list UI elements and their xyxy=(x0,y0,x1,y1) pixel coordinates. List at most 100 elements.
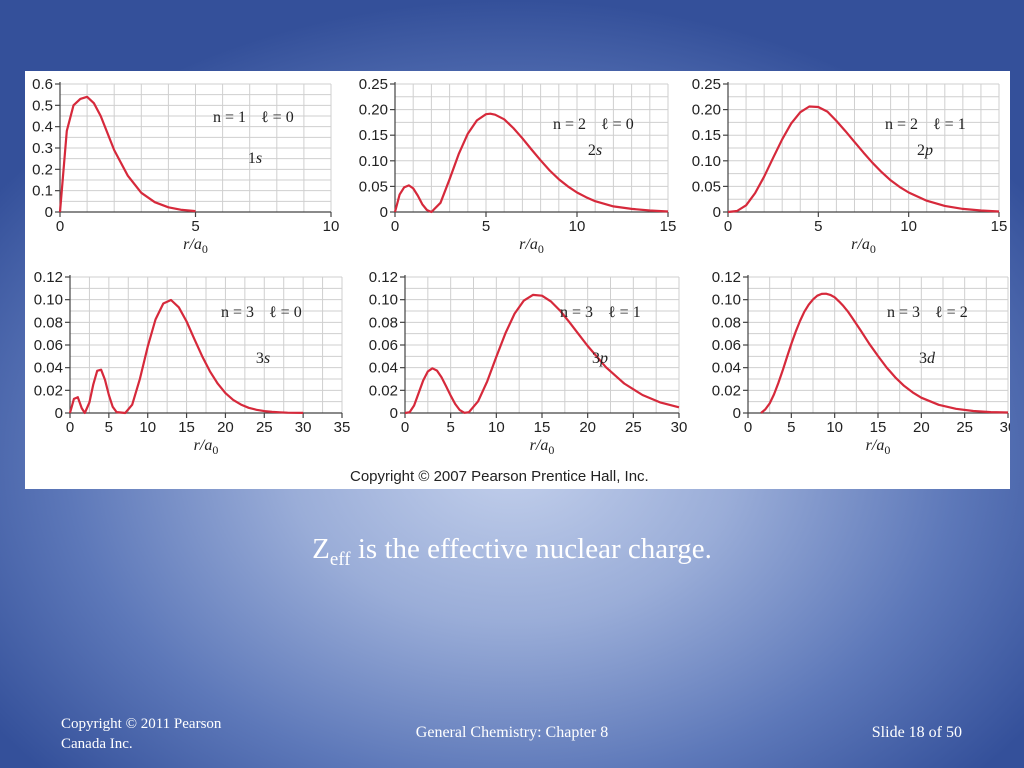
x-tick-label: 10 xyxy=(139,419,156,436)
x-tick-label: 15 xyxy=(991,218,1008,235)
x-axis-label: r/a0 xyxy=(194,437,219,457)
quantum-number-l: ℓ = 0 xyxy=(269,304,302,321)
x-axis-label: r/a0 xyxy=(519,236,544,256)
y-tick-label: 0.06 xyxy=(712,337,741,354)
x-tick-label: 30 xyxy=(1000,419,1010,436)
distribution-curve xyxy=(760,292,1009,414)
y-tick-label: 0 xyxy=(390,405,398,422)
y-tick-label: 0.02 xyxy=(712,382,741,399)
y-tick-label: 0.1 xyxy=(32,183,53,200)
y-tick-label: 0 xyxy=(55,405,63,422)
panel-3d: 0 0.02 0.04 0.06 0.08 0.10 0.12 0 5 10 15 20 25 30 r/a… xyxy=(712,269,1010,457)
x-tick-label: 15 xyxy=(870,419,887,436)
panel-3s: 0 0.02 0.04 0.06 0.08 0.10 0.12 0 5 10 15 20 25 30 35 r… xyxy=(34,269,351,457)
quantum-number-l: ℓ = 0 xyxy=(261,109,294,126)
x-tick-label: 25 xyxy=(256,419,273,436)
x-tick-label: 20 xyxy=(913,419,930,436)
caption-text: is the effective nuclear charge. xyxy=(350,533,712,565)
x-tick-label: 5 xyxy=(191,218,199,235)
y-tick-label: 0.08 xyxy=(712,314,741,331)
x-tick-label: 0 xyxy=(744,419,752,436)
orbital-label: 3d xyxy=(919,350,936,367)
quantum-number-l: ℓ = 0 xyxy=(601,116,634,133)
y-tick-label: 0.20 xyxy=(692,102,721,119)
footer-copyright: Copyright © 2011 Pearson Canada Inc. xyxy=(61,716,222,752)
x-axis-label: r/a0 xyxy=(183,236,208,256)
y-tick-label: 0.02 xyxy=(34,382,63,399)
y-tick-label: 0.08 xyxy=(34,314,63,331)
footer-chapter: General Chemistry: Chapter 8 xyxy=(415,724,609,741)
x-tick-label: 30 xyxy=(671,419,688,436)
x-tick-label: 20 xyxy=(579,419,596,436)
x-tick-label: 5 xyxy=(787,419,795,436)
x-tick-label: 25 xyxy=(625,419,642,436)
y-tick-label: 0.4 xyxy=(32,119,53,136)
x-axis-label: r/a0 xyxy=(851,236,876,256)
y-tick-label: 0.05 xyxy=(359,178,388,195)
x-tick-label: 0 xyxy=(391,218,399,235)
x-axis-label: r/a0 xyxy=(866,437,891,457)
panel-2s: 0 0.05 0.10 0.15 0.20 0.25 0 5 10 15 r/a0 n = 2 ℓ = … xyxy=(359,76,677,256)
y-tick-label: 0.02 xyxy=(369,382,398,399)
y-tick-label: 0.06 xyxy=(369,337,398,354)
x-tick-label: 35 xyxy=(334,419,351,436)
distribution-curve xyxy=(58,95,196,213)
y-tick-label: 0.2 xyxy=(32,161,53,178)
quantum-number-n: n = 2 xyxy=(885,116,918,133)
orbital-label: 3s xyxy=(256,350,270,367)
quantum-number-n: n = 3 xyxy=(221,304,254,321)
distribution-curve xyxy=(727,105,1000,214)
orbital-label: 1s xyxy=(248,150,262,167)
y-tick-label: 0.04 xyxy=(369,360,398,377)
figure-copyright: Copyright © 2007 Pearson Prentice Hall, … xyxy=(350,468,649,485)
y-tick-label: 0.12 xyxy=(34,269,63,286)
y-tick-label: 0.12 xyxy=(369,269,398,286)
x-tick-label: 5 xyxy=(482,218,490,235)
y-tick-label: 0 xyxy=(45,204,53,221)
orbital-label: 2s xyxy=(588,142,602,159)
slide-caption: Zeff is the effective nuclear charge. xyxy=(0,533,1024,571)
distribution-curve xyxy=(68,298,304,415)
y-tick-label: 0.5 xyxy=(32,97,53,114)
quantum-number-n: n = 3 xyxy=(887,304,920,321)
y-tick-label: 0.04 xyxy=(712,360,741,377)
x-tick-label: 0 xyxy=(66,419,74,436)
y-tick-label: 0.10 xyxy=(34,292,63,309)
x-tick-label: 10 xyxy=(826,419,843,436)
x-tick-label: 10 xyxy=(569,218,586,235)
y-tick-label: 0.10 xyxy=(712,292,741,309)
quantum-number-l: ℓ = 2 xyxy=(935,304,968,321)
x-tick-label: 10 xyxy=(323,218,340,235)
x-tick-label: 15 xyxy=(660,218,677,235)
radial-distribution-plots: Copyright © 2007 Pearson Prentice Hall, … xyxy=(32,76,1010,485)
quantum-number-l: ℓ = 1 xyxy=(933,116,966,133)
panel-1s: 0 0.1 0.2 0.3 0.4 0.5 0.6 0 5 10 r/a0 n = 1 ℓ = 0 1s xyxy=(32,76,339,256)
y-tick-label: 0.10 xyxy=(692,153,721,170)
x-tick-label: 0 xyxy=(56,218,64,235)
y-tick-label: 0.15 xyxy=(692,127,721,144)
y-tick-label: 0 xyxy=(713,204,721,221)
x-tick-label: 20 xyxy=(217,419,234,436)
x-tick-label: 15 xyxy=(534,419,551,436)
quantum-number-n: n = 1 xyxy=(213,109,246,126)
panel-2p: 0 0.05 0.10 0.15 0.20 0.25 0 5 10 15 r/a0 n = 2 ℓ = … xyxy=(692,76,1008,256)
orbital-figure: Copyright © 2007 Pearson Prentice Hall, … xyxy=(25,71,1010,489)
distribution-curve xyxy=(404,293,680,415)
caption-z: Z xyxy=(312,533,330,565)
y-tick-label: 0.05 xyxy=(692,178,721,195)
y-tick-label: 0 xyxy=(380,204,388,221)
y-tick-label: 0.08 xyxy=(369,314,398,331)
y-tick-label: 0.25 xyxy=(692,76,721,93)
x-tick-label: 25 xyxy=(956,419,973,436)
y-tick-label: 0.6 xyxy=(32,76,53,93)
y-tick-label: 0.25 xyxy=(359,76,388,93)
y-tick-label: 0.10 xyxy=(369,292,398,309)
footer-slide-number: Slide 18 of 50 xyxy=(871,724,962,741)
x-tick-label: 0 xyxy=(401,419,409,436)
quantum-number-l: ℓ = 1 xyxy=(608,304,641,321)
x-tick-label: 5 xyxy=(446,419,454,436)
quantum-number-n: n = 3 xyxy=(560,304,593,321)
x-tick-label: 5 xyxy=(105,419,113,436)
y-tick-label: 0 xyxy=(733,405,741,422)
orbital-label: 2p xyxy=(917,142,933,159)
